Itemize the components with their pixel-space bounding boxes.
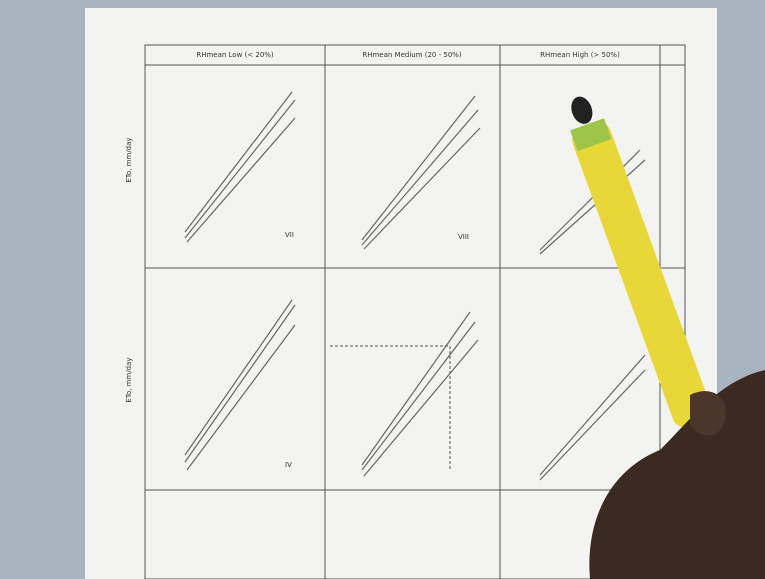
panel-label: VIII [458,233,469,241]
column-header: RHmean Medium (20 - 50%) [362,51,462,59]
panel-label: VII [285,231,294,239]
photo: RHmean Low (< 20%) RHmean Medium (20 - 5… [0,0,765,579]
column-header: RHmean Low (< 20%) [196,51,274,59]
y-axis-label: ETo, mm/day [125,357,133,402]
panel-label: IV [285,461,292,469]
y-axis-label: ETo, mm/day [125,137,133,182]
column-header: RHmean High (> 50%) [540,51,620,59]
